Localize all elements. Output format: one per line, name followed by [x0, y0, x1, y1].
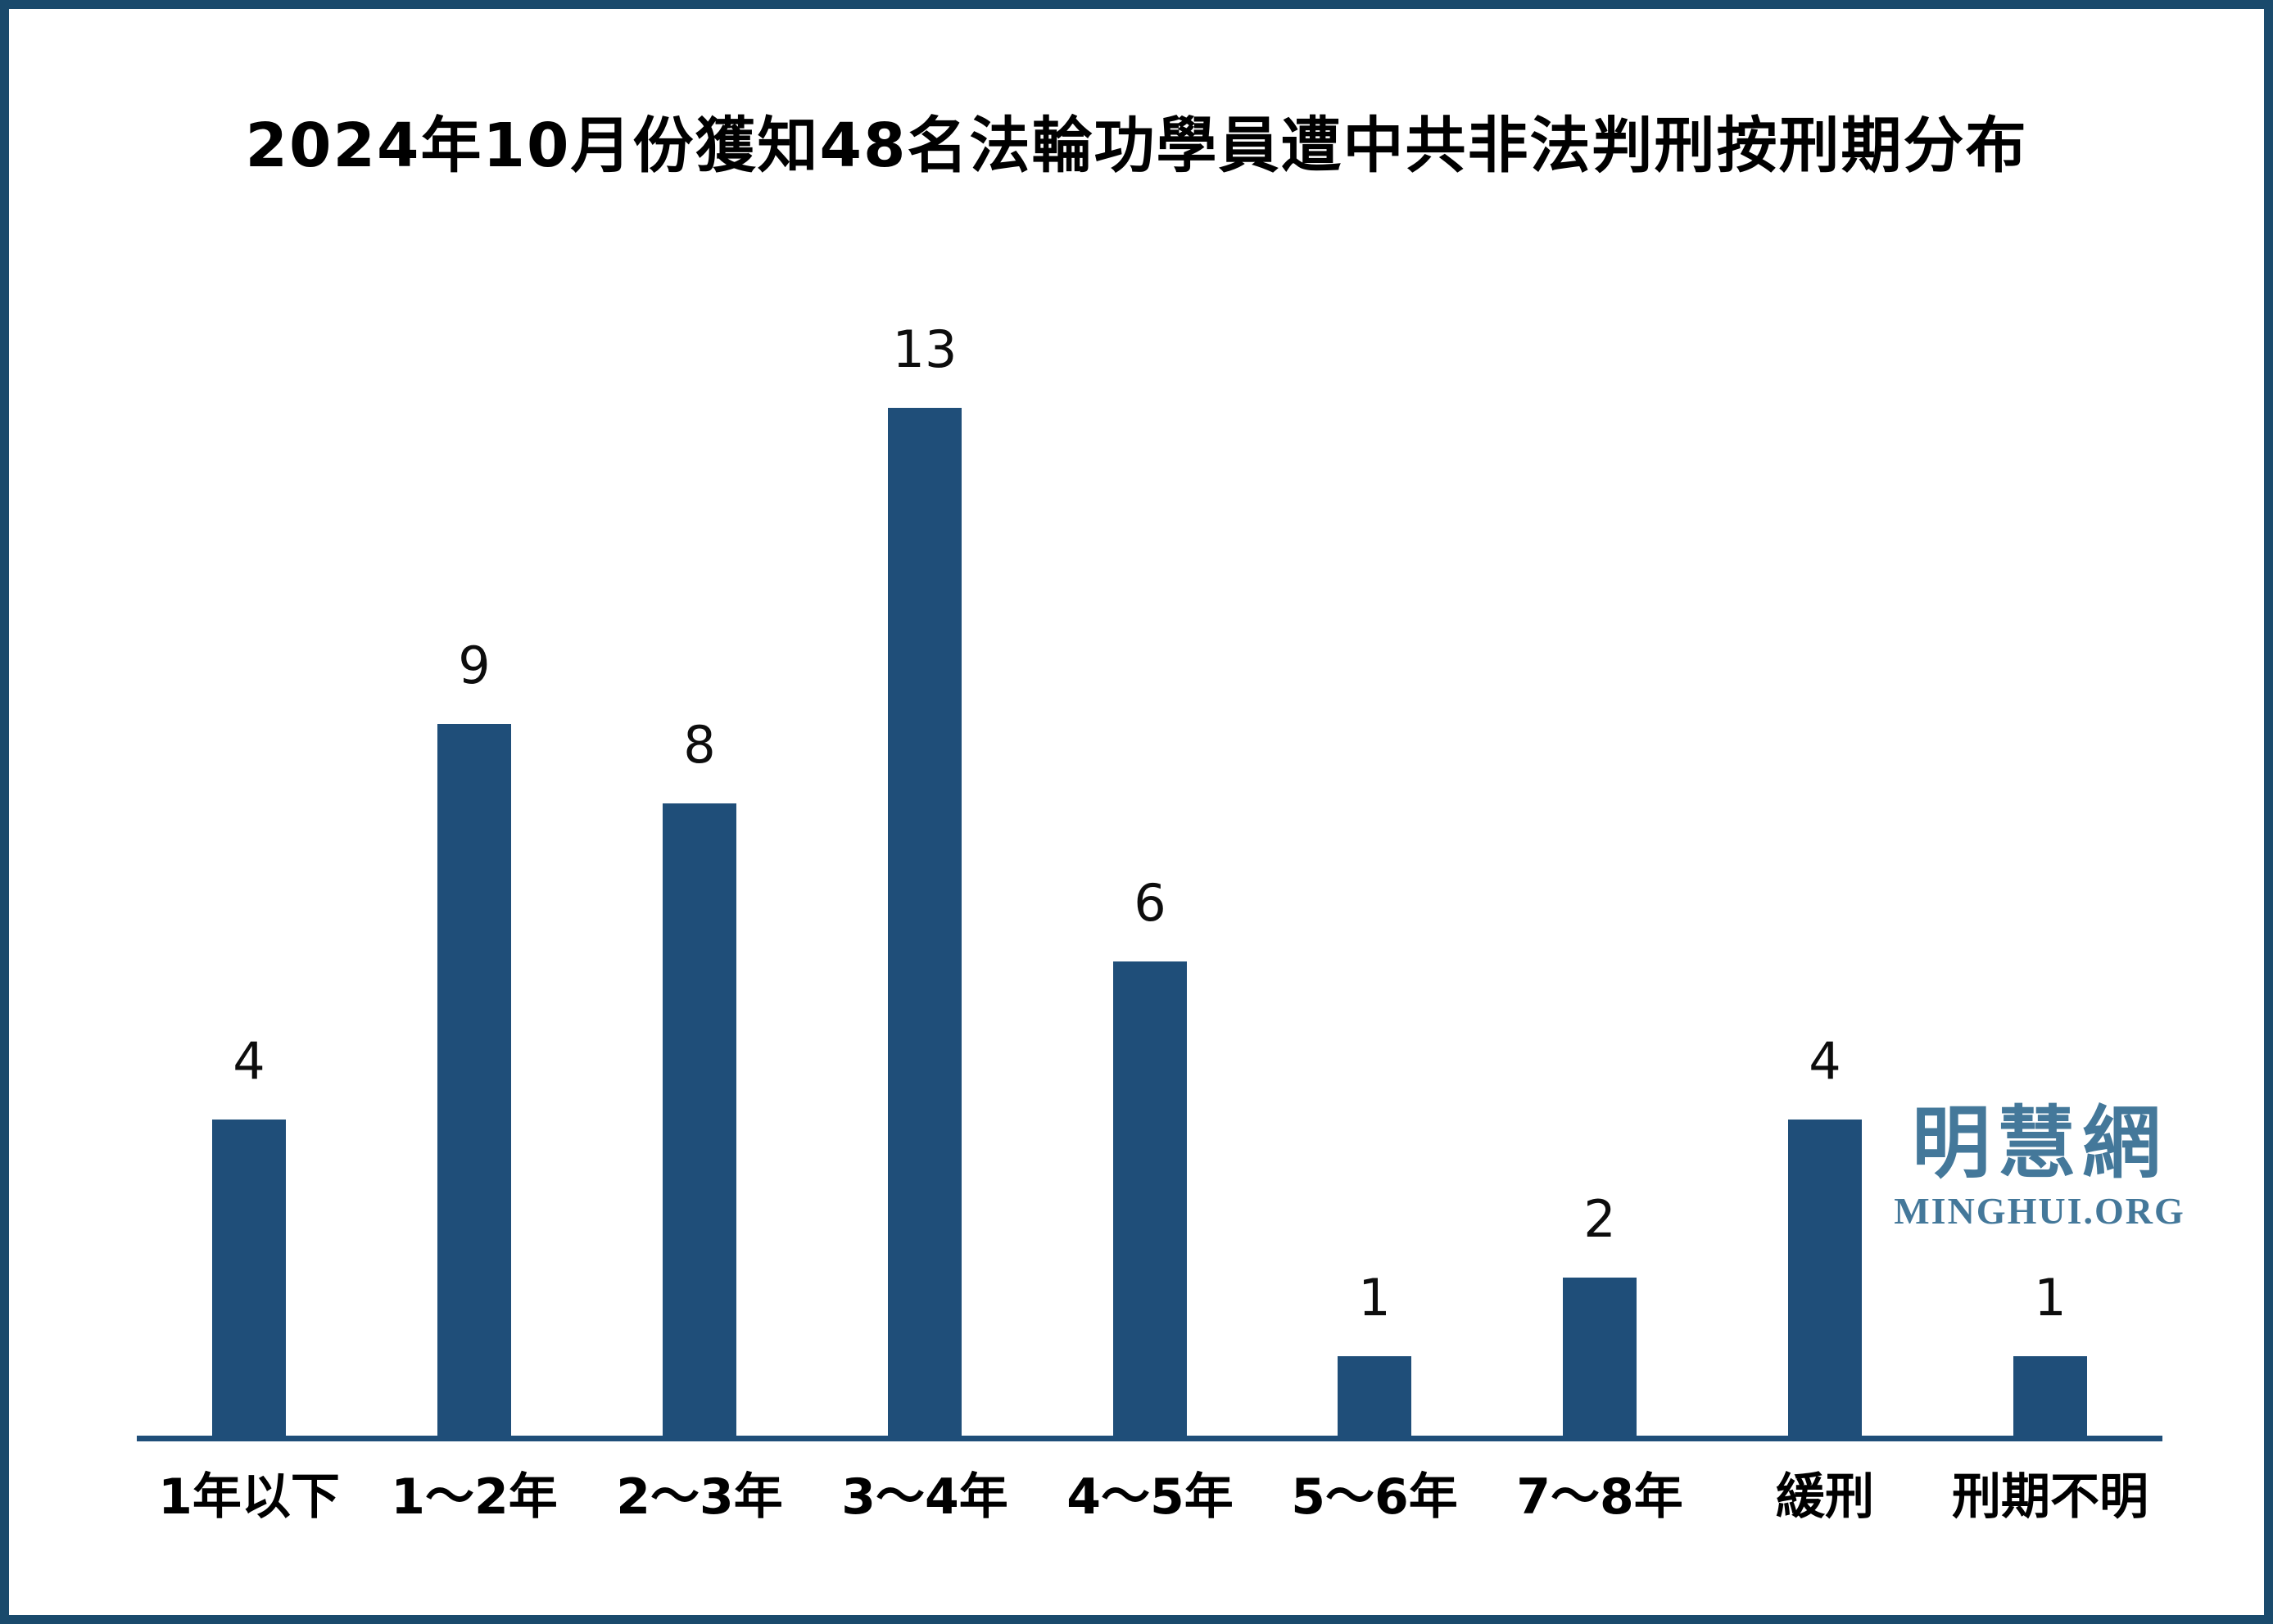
x-axis-label: 1年以下: [158, 1468, 340, 1526]
bar-value-label: 8: [683, 715, 716, 775]
bar-7～8年: [1563, 1278, 1637, 1436]
bar-1～2年: [437, 724, 511, 1436]
bar-3～4年: [888, 408, 962, 1436]
bar-5～6年: [1338, 1356, 1411, 1436]
x-axis-label: 緩刑: [1776, 1468, 1874, 1526]
x-axis-line: [137, 1436, 2162, 1441]
bar-value-label: 1: [1358, 1268, 1391, 1328]
x-axis-label: 1～2年: [391, 1468, 558, 1526]
bar-value-label: 4: [1809, 1031, 1841, 1091]
bar-value-label: 4: [233, 1031, 265, 1091]
bar-4～5年: [1113, 961, 1187, 1436]
minghui-watermark: 明慧網 MINGHUI.ORG: [1876, 1104, 2203, 1230]
minghui-logo-cjk: 明慧網: [1912, 1097, 2167, 1189]
bar-value-label: 9: [458, 636, 491, 695]
bar-緩刑: [1788, 1120, 1862, 1436]
bar-value-label: 13: [892, 319, 958, 379]
bar-value-label: 1: [2034, 1268, 2067, 1328]
chart-title: 2024年10月份獲知48名法輪功學員遭中共非法判刑按刑期分布: [245, 111, 2028, 181]
x-axis-label: 刑期不明: [1952, 1468, 2148, 1526]
bar-value-label: 6: [1134, 873, 1166, 933]
x-axis-label: 5～6年: [1291, 1468, 1458, 1526]
x-axis-label: 3～4年: [841, 1468, 1008, 1526]
bar-刑期不明: [2013, 1356, 2087, 1436]
x-axis-label: 7～8年: [1516, 1468, 1683, 1526]
x-axis-label: 2～3年: [616, 1468, 783, 1526]
bar-value-label: 2: [1583, 1189, 1616, 1249]
bar-1年以下: [212, 1120, 286, 1436]
x-axis-label: 4～5年: [1066, 1468, 1234, 1526]
bar-2～3年: [663, 803, 736, 1436]
minghui-logo-url: MINGHUI.ORG: [1894, 1190, 2185, 1232]
